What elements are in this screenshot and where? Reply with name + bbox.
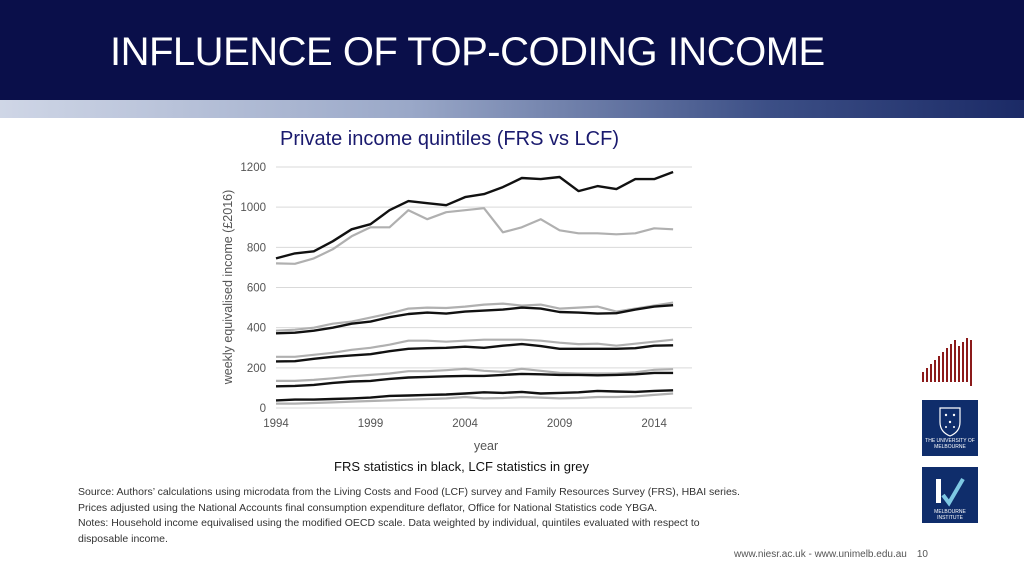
footer: www.niesr.ac.uk - www.unimelb.edu.au 10 bbox=[734, 549, 928, 560]
melbourne-institute-mark-icon bbox=[936, 477, 965, 507]
frs-series-line bbox=[275, 170, 674, 260]
y-tick-label: 1000 bbox=[240, 202, 266, 214]
header-gradient-band bbox=[0, 100, 1024, 118]
lcf-series-line bbox=[275, 207, 674, 265]
unimelb-logo-text: THE UNIVERSITY OF MELBOURNE bbox=[925, 438, 975, 450]
y-tick-label: 200 bbox=[247, 363, 266, 375]
source-line: Prices adjusted using the National Accou… bbox=[78, 501, 658, 514]
melbourne-institute-logo: MELBOURNE INSTITUTE bbox=[922, 467, 978, 523]
x-axis-label: year bbox=[474, 439, 498, 453]
page-number: 10 bbox=[916, 549, 928, 560]
footer-links: www.niesr.ac.uk - www.unimelb.edu.au bbox=[734, 549, 907, 560]
income-quintiles-chart: 0 200 400 600 800 1000 1200 1994 1999 2004 2009 20… bbox=[221, 162, 692, 453]
lcf-series-line bbox=[276, 392, 674, 405]
frs-series-line bbox=[275, 389, 674, 402]
chart-title: Private income quintiles (FRS vs LCF) bbox=[280, 128, 619, 150]
lcf-series-line bbox=[276, 338, 674, 358]
lcf-series-line bbox=[275, 301, 674, 332]
chart-note: FRS statistics in black, LCF statistics … bbox=[334, 459, 590, 474]
melbourne-institute-logo-text: MELBOURNE INSTITUTE bbox=[934, 509, 966, 521]
frs-series-line bbox=[275, 342, 674, 363]
y-axis-label: weekly equivalised income (£2016) bbox=[221, 190, 235, 386]
y-tick-label: 600 bbox=[247, 283, 266, 295]
slide-header: INFLUENCE OF TOP-CODING INCOME bbox=[0, 0, 1024, 100]
frs-series-line bbox=[275, 371, 674, 388]
y-tick-label: 400 bbox=[247, 323, 266, 335]
source-line: Source: Authors’ calculations using micr… bbox=[78, 486, 740, 498]
source-line: disposable income. bbox=[78, 532, 168, 545]
unimelb-logo: THE UNIVERSITY OF MELBOURNE bbox=[922, 400, 978, 456]
x-tick-labels: 1994 1999 2004 2009 2014 bbox=[263, 418, 667, 430]
y-tick-labels: 0 200 400 600 800 1000 1200 bbox=[240, 162, 266, 415]
x-tick-label: 1994 bbox=[263, 418, 289, 430]
slide-title: INFLUENCE OF TOP-CODING INCOME bbox=[110, 30, 825, 74]
y-tick-label: 1200 bbox=[240, 162, 266, 174]
x-tick-label: 2004 bbox=[452, 418, 478, 430]
lcf-series-line bbox=[276, 367, 674, 382]
niesr-logo-icon bbox=[922, 338, 972, 386]
source-notes: Source: Authors’ calculations using micr… bbox=[78, 485, 838, 547]
source-line: Notes: Household income equivalised usin… bbox=[78, 517, 700, 529]
y-tick-label: 0 bbox=[260, 403, 266, 415]
chart-series bbox=[275, 170, 674, 405]
x-tick-label: 2014 bbox=[641, 418, 667, 430]
frs-series-line bbox=[275, 304, 674, 335]
y-tick-label: 800 bbox=[247, 242, 266, 254]
x-tick-label: 1999 bbox=[358, 418, 384, 430]
unimelb-crest-icon bbox=[939, 407, 961, 437]
x-tick-label: 2009 bbox=[547, 418, 573, 430]
